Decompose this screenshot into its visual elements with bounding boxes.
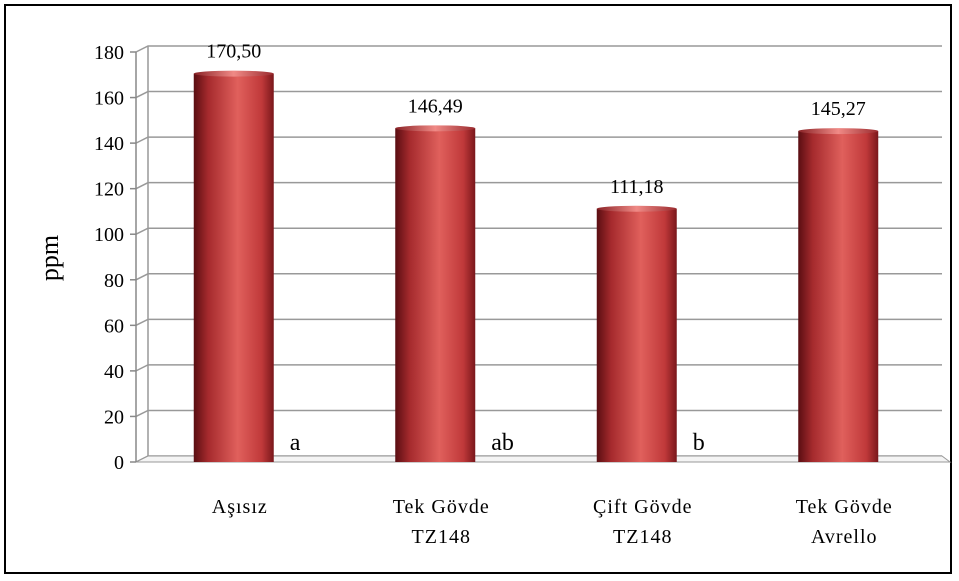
- value-label: 170,50: [206, 41, 261, 63]
- group-letter: ab: [491, 430, 514, 456]
- category-label: Aşısız: [212, 496, 268, 518]
- category-label: Avrello: [811, 526, 878, 548]
- y-tick-label: 140: [94, 133, 124, 155]
- y-tick-label: 160: [94, 88, 124, 110]
- y-tick-label: 60: [104, 315, 124, 337]
- y-tick-label: 100: [94, 224, 124, 246]
- y-axis-label: ppm: [35, 235, 64, 281]
- bar: [193, 73, 274, 462]
- y-tick-label: 40: [104, 361, 124, 383]
- chart-frame: [4, 4, 952, 574]
- labels: 0 20 40 60 80 100 120 140 160 180 170,50 a Aşısız 146…: [94, 41, 893, 548]
- bar-top: [395, 125, 476, 132]
- group-letter: b: [693, 430, 705, 456]
- category-label: TZ148: [412, 526, 471, 548]
- bar-top: [193, 70, 274, 77]
- bar-top: [798, 128, 879, 135]
- y-tick-label: 20: [104, 406, 124, 428]
- value-label: 146,49: [408, 95, 463, 117]
- y-tick-label: 120: [94, 179, 124, 201]
- group-letter: a: [290, 430, 301, 456]
- category-label: Tek Gövde: [393, 496, 490, 518]
- floor: [135, 455, 952, 463]
- category-label: Çift Gövde: [593, 496, 692, 518]
- y-tick-label: 180: [94, 42, 124, 64]
- y-axis: [130, 46, 149, 463]
- value-label: 145,27: [811, 98, 866, 120]
- bar-top: [596, 205, 677, 212]
- value-label: 111,18: [610, 176, 664, 198]
- category-label: Tek Gövde: [796, 496, 893, 518]
- bar: [798, 131, 879, 462]
- y-tick-label: 80: [104, 270, 124, 292]
- bar: [395, 128, 476, 462]
- bar: [596, 208, 677, 462]
- bars: [193, 70, 879, 462]
- y-tick-label: 0: [114, 452, 124, 474]
- category-label: TZ148: [613, 526, 672, 548]
